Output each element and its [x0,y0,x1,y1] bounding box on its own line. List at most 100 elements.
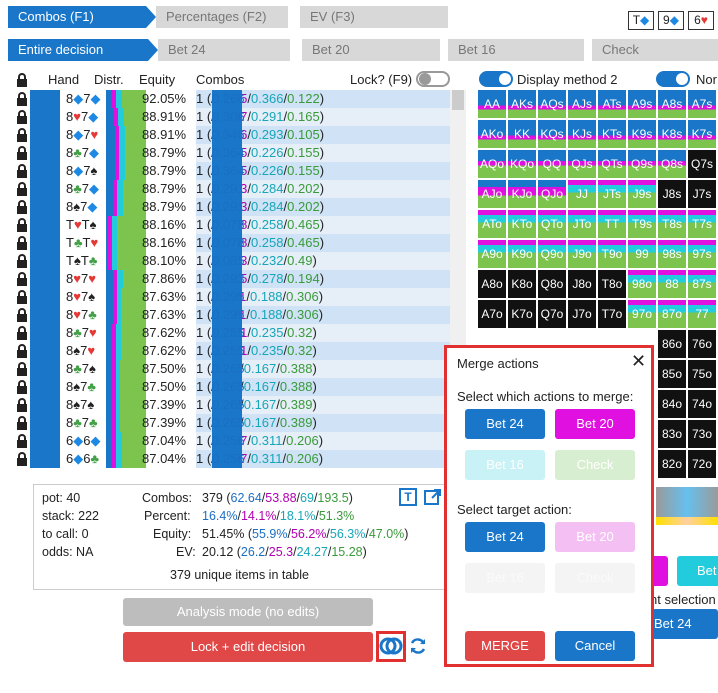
table-row[interactable]: 8♣7♣ 87.39% 1 (0.265/0.18/0.167/0.389) [14,414,450,432]
normalize-toggle[interactable] [656,71,690,87]
lock-icon[interactable] [16,146,28,160]
tab-bet-16[interactable]: Bet 16 [448,39,584,61]
table-row[interactable]: 8♣7◆ 88.79% 1 (0.364/0.255/0.226/0.155) [14,144,450,162]
grid-cell[interactable]: Q9o [538,240,566,268]
grid-cell[interactable]: 82o [658,450,686,478]
grid-cell[interactable]: Q8s [658,150,686,178]
grid-cell[interactable]: AQo [478,150,506,178]
lock-icon[interactable] [16,380,28,394]
lock-icon[interactable] [16,308,28,322]
grid-cell[interactable]: AKs [508,90,536,118]
lock-icon[interactable] [16,218,28,232]
grid-cell[interactable]: J9s [628,180,656,208]
grid-cell[interactable]: QJs [568,150,596,178]
grid-cell[interactable]: A8s [658,90,686,118]
grid-cell[interactable]: 99 [628,240,656,268]
merge-bet-16-button[interactable]: Bet 16 [465,450,545,480]
table-row[interactable]: 8♠7♥ 87.62% 1 (0.255/0.191/0.235/0.32) [14,342,450,360]
grid-cell[interactable]: T7o [598,300,626,328]
grid-cell[interactable]: J7s [688,180,716,208]
grid-cell[interactable]: K8o [508,270,536,298]
grid-cell[interactable]: 84o [658,390,686,418]
table-row[interactable]: 8♥7◆ 88.91% 1 (0.306/0.237/0.291/0.165) [14,108,450,126]
merge-bet-24-button[interactable]: Bet 24 [465,409,545,439]
lock-icon[interactable] [16,73,28,87]
text-export-icon[interactable]: T [399,488,417,506]
grid-cell[interactable]: KJo [508,180,536,208]
grid-cell[interactable]: QTs [598,150,626,178]
grid-cell[interactable]: 97s [688,240,716,268]
merge-bet-20-button[interactable]: Bet 20 [555,409,635,439]
grid-cell[interactable]: AJs [568,90,596,118]
grid-cell[interactable]: 75o [688,360,716,388]
lock-icon[interactable] [16,92,28,106]
table-row[interactable]: 8♠7♣ 87.50% 1 (0.265/0.18/0.167/0.388) [14,378,450,396]
grid-cell[interactable]: 76o [688,330,716,358]
grid-cell[interactable]: T8o [598,270,626,298]
lock-icon[interactable] [16,272,28,286]
grid-cell[interactable]: 88 [658,270,686,298]
grid-cell[interactable]: KTo [508,210,536,238]
grid-cell[interactable]: J7o [568,300,596,328]
grid-cell[interactable]: KJs [568,120,596,148]
grid-cell[interactable]: K7s [688,120,716,148]
grid-cell[interactable]: 73o [688,420,716,448]
grid-cell[interactable]: 98o [628,270,656,298]
table-row[interactable]: 8♣7◆ 88.79% 1 (0.291/0.223/0.284/0.202) [14,180,450,198]
lock-icon[interactable] [16,164,28,178]
grid-cell[interactable]: KTs [598,120,626,148]
tab-entire-decision[interactable]: Entire decision [8,39,148,61]
grid-cell[interactable]: K9s [628,120,656,148]
grid-cell[interactable]: K7o [508,300,536,328]
grid-cell[interactable]: K9o [508,240,536,268]
grid-cell[interactable]: KK [508,120,536,148]
merge-check-button[interactable]: Check [555,450,635,480]
tab-bet-20[interactable]: Bet 20 [302,39,440,61]
header-hand[interactable]: Hand [48,72,80,87]
tab-percentages[interactable]: Percentages (F2) [156,6,288,28]
selected-action-button[interactable]: Bet 24 [652,609,718,639]
analysis-mode-button[interactable]: Analysis mode (no edits) [123,598,373,626]
grid-cell[interactable]: T7s [688,210,716,238]
lock-icon[interactable] [16,344,28,358]
grid-cell[interactable]: 98s [658,240,686,268]
lock-icon[interactable] [16,398,28,412]
lock-icon[interactable] [16,182,28,196]
grid-cell[interactable]: KQo [508,150,536,178]
lock-toggle[interactable] [416,71,450,87]
grid-cell[interactable]: A7s [688,90,716,118]
grid-cell[interactable]: JJ [568,180,596,208]
grid-cell[interactable]: K8s [658,120,686,148]
table-row[interactable]: 8♥7♥ 87.86% 1 (0.293/0.235/0.278/0.194) [14,270,450,288]
grid-cell[interactable]: A9o [478,240,506,268]
display-method-toggle[interactable] [479,71,513,87]
table-row[interactable]: 6◆6◆ 87.04% 1 (0.256/0.227/0.311/0.206) [14,432,450,450]
grid-cell[interactable]: 97o [628,300,656,328]
lock-icon[interactable] [16,236,28,250]
grid-cell[interactable]: J8s [658,180,686,208]
open-external-icon[interactable] [424,488,442,506]
action-chip-bet16[interactable]: Bet [677,556,718,586]
tab-combos[interactable]: Combos (F1) [8,6,146,28]
merge-icon-highlight[interactable] [376,631,406,662]
lock-icon[interactable] [16,128,28,142]
lock-edit-button[interactable]: Lock + edit decision [123,632,373,662]
table-row[interactable]: 8♥7♠ 87.63% 1 (0.295/0.211/0.188/0.306) [14,288,450,306]
grid-cell[interactable]: AQs [538,90,566,118]
grid-cell[interactable]: AA [478,90,506,118]
close-icon[interactable]: ✕ [631,351,647,371]
table-row[interactable]: 8♣7♠ 87.50% 1 (0.265/0.18/0.167/0.388) [14,360,450,378]
grid-cell[interactable]: AKo [478,120,506,148]
lock-icon[interactable] [16,416,28,430]
grid-cell[interactable]: A7o [478,300,506,328]
grid-cell[interactable]: T9s [628,210,656,238]
table-row[interactable]: 8♥7♣ 87.63% 1 (0.295/0.211/0.188/0.306) [14,306,450,324]
target-bet-20-button[interactable]: Bet 20 [555,522,635,552]
grid-cell[interactable]: T8s [658,210,686,238]
grid-cell[interactable]: 85o [658,360,686,388]
grid-cell[interactable]: Q8o [538,270,566,298]
refresh-icon[interactable] [408,636,428,656]
grid-cell[interactable]: QTo [538,210,566,238]
lock-icon[interactable] [16,254,28,268]
lock-icon[interactable] [16,290,28,304]
